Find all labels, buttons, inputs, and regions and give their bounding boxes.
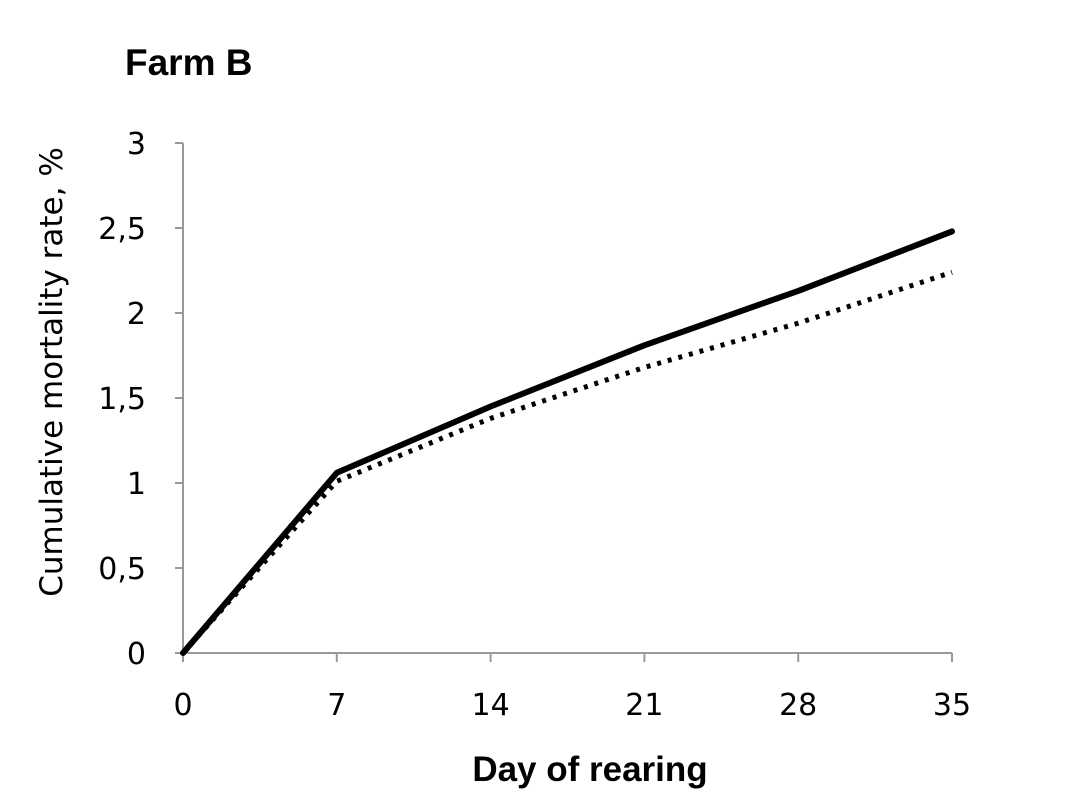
y-tick-label: 1,5	[98, 382, 146, 417]
chart-title: Farm B	[125, 42, 252, 83]
y-tick-label: 0,5	[98, 552, 146, 587]
x-tick-label: 0	[173, 688, 192, 723]
axes	[175, 142, 953, 662]
x-tick-label: 21	[625, 688, 663, 723]
tick-labels: 0 0,5 1 1,5 2 2,5 3 0 7 14 21 28 35	[98, 127, 971, 723]
x-tick-label: 35	[933, 688, 971, 723]
x-tick-label: 28	[779, 688, 817, 723]
series-line-dotted	[181, 269, 953, 655]
y-tick-label: 2,5	[98, 212, 146, 247]
y-tick-label: 0	[127, 637, 146, 672]
y-tick-label: 1	[127, 467, 146, 502]
series-line-solid	[180, 228, 955, 656]
series-layer	[180, 228, 955, 656]
y-axis-label: Cumulative mortality rate, %	[34, 147, 70, 597]
x-axis-label: Day of rearing	[472, 750, 707, 789]
x-tick-label: 14	[472, 688, 510, 723]
y-tick-label: 3	[127, 127, 146, 162]
y-tick-label: 2	[127, 297, 146, 332]
x-tick-label: 7	[327, 688, 346, 723]
